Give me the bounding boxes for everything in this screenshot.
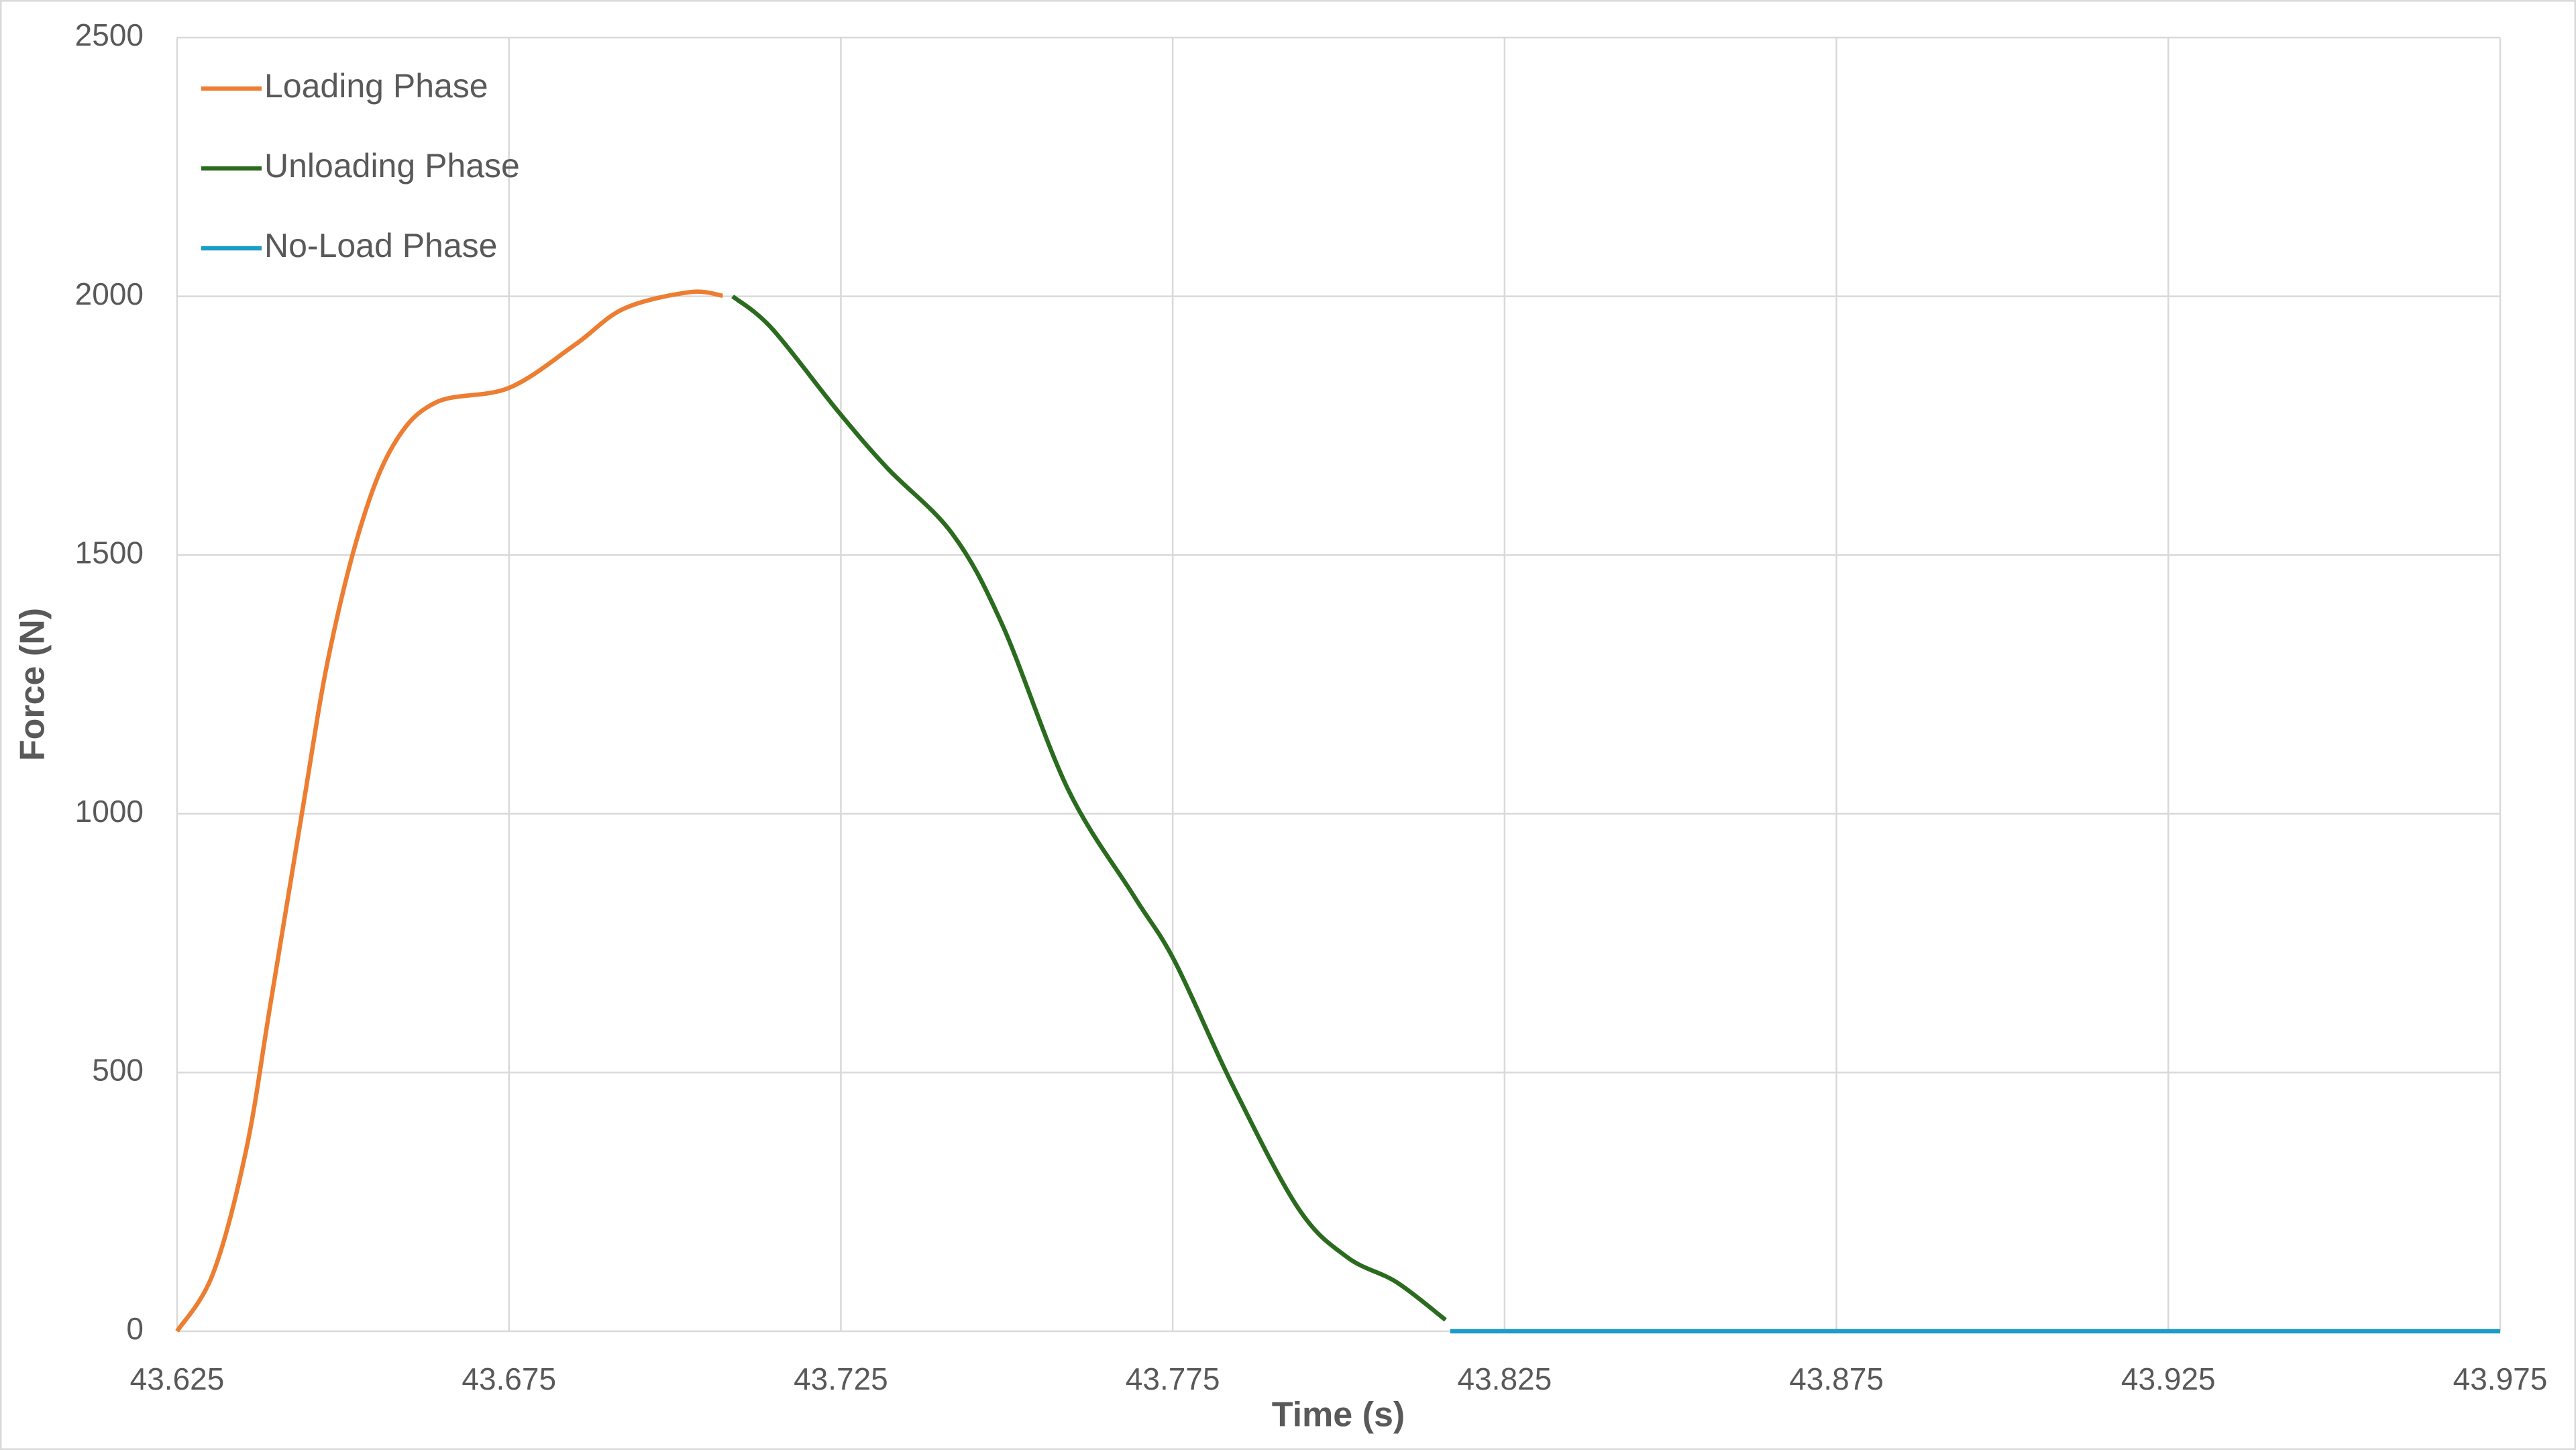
y-tick-label: 0 [126,1311,144,1346]
x-tick-label: 43.875 [1789,1361,1884,1396]
x-tick-label: 43.725 [794,1361,888,1396]
x-axis-title: Time (s) [1272,1396,1405,1435]
legend-label: Unloading Phase [264,147,520,185]
y-tick-label: 1500 [75,535,144,570]
x-tick-label: 43.975 [2453,1361,2548,1396]
x-tick-label: 43.775 [1126,1361,1220,1396]
series-line [731,295,1447,1322]
x-tick-label: 43.675 [462,1361,556,1396]
x-tick-label: 43.625 [130,1361,225,1396]
y-tick-label: 2000 [75,276,144,311]
series-line [175,289,723,1333]
y-tick-label: 2500 [75,17,144,52]
legend-label: No-Load Phase [264,227,497,264]
legend-label: Loading Phase [264,67,488,105]
y-tick-label: 500 [92,1053,144,1088]
x-tick-label: 43.825 [1458,1361,1552,1396]
x-tick-label: 43.925 [2121,1361,2216,1396]
y-tick-label: 1000 [75,794,144,829]
y-axis-title: Force (N) [13,608,52,761]
